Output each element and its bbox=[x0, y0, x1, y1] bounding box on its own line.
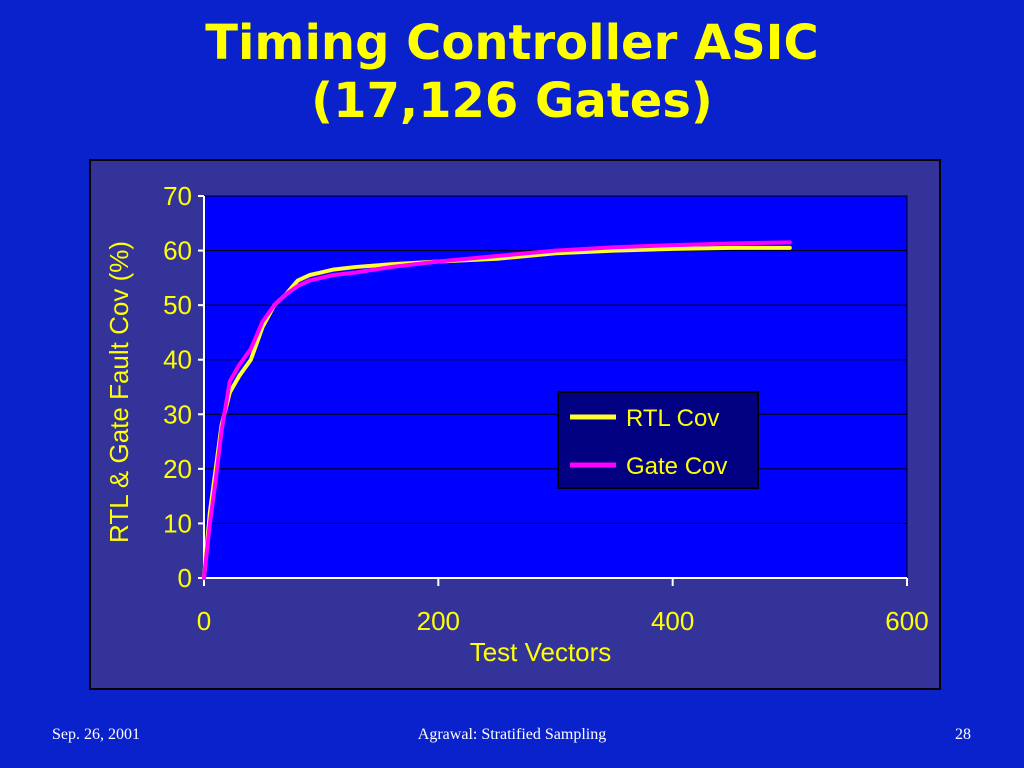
y-tick-label: 20 bbox=[163, 454, 192, 484]
x-tick-label: 600 bbox=[885, 606, 928, 636]
legend-label: Gate Cov bbox=[626, 453, 727, 480]
x-axis-label: Test Vectors bbox=[470, 637, 612, 667]
legend: RTL Cov Gate Cov bbox=[557, 391, 759, 489]
y-tick-label: 50 bbox=[163, 290, 192, 320]
axes: 0 10 20 30 40 50 60 70 0 200 400 600 Test Vectors RTL… bbox=[104, 181, 929, 667]
footer-center-text: Agrawal: Stratified Sampling bbox=[417, 726, 607, 743]
line-chart: 0 10 20 30 40 50 60 70 0 200 400 600 Test Vectors RTL… bbox=[104, 181, 929, 667]
y-tick-label: 30 bbox=[163, 399, 192, 429]
chart-frame: 0 10 20 30 40 50 60 70 0 200 400 600 Test Vectors RTL… bbox=[89, 159, 941, 690]
series-group bbox=[202, 240, 792, 580]
x-tick-label: 200 bbox=[417, 606, 460, 636]
y-tick-label: 10 bbox=[163, 508, 192, 538]
footer-date: Sep. 26, 2001 bbox=[52, 726, 140, 743]
y-tick-label: 0 bbox=[178, 563, 192, 593]
series-line-gate-cov bbox=[202, 240, 792, 580]
slide-title-line1: Timing Controller ASIC bbox=[205, 15, 819, 71]
x-tick-label: 400 bbox=[651, 606, 694, 636]
footer-page-number: 28 bbox=[955, 726, 971, 743]
plot-area bbox=[203, 195, 908, 579]
y-tick-label: 60 bbox=[163, 236, 192, 266]
y-axis-label: RTL & Gate Fault Cov (%) bbox=[104, 241, 134, 543]
slide-title: Timing Controller ASIC (17,126 Gates) bbox=[0, 14, 1024, 130]
y-tick-label: 70 bbox=[163, 181, 192, 211]
legend-label: RTL Cov bbox=[626, 405, 719, 432]
legend-box bbox=[557, 391, 759, 489]
x-tick-label: 0 bbox=[197, 606, 211, 636]
slide-title-line2: (17,126 Gates) bbox=[311, 73, 713, 129]
y-tick-label: 40 bbox=[163, 345, 192, 375]
